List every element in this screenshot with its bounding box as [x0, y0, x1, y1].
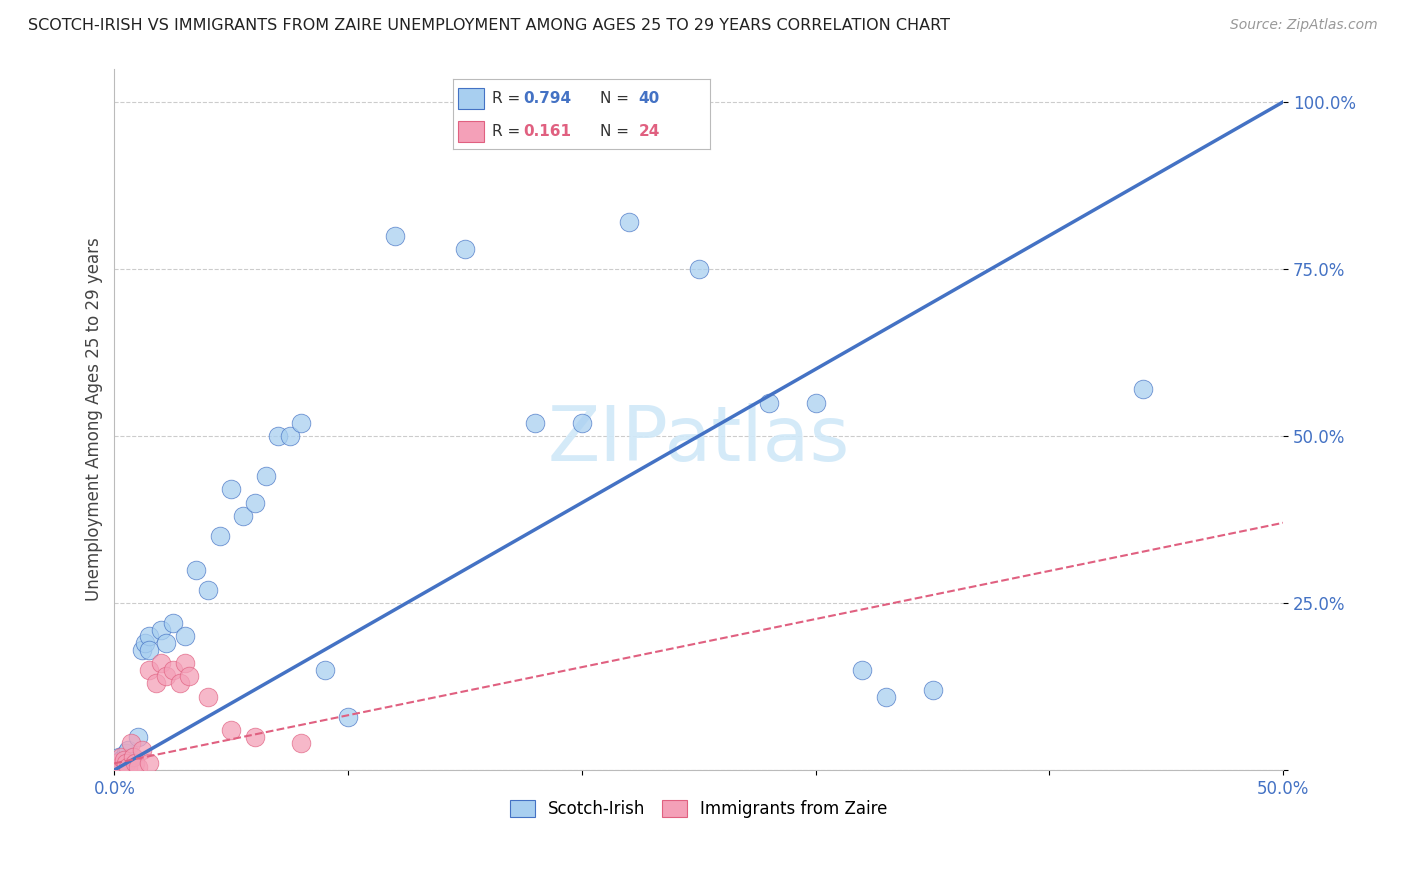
Point	[179, 669, 201, 683]
Point	[108, 759, 131, 773]
Point	[186, 563, 208, 577]
Point	[117, 743, 139, 757]
Point	[804, 395, 827, 409]
Point	[571, 416, 593, 430]
Point	[131, 743, 153, 757]
Point	[117, 759, 139, 773]
Point	[219, 483, 242, 497]
Y-axis label: Unemployment Among Ages 25 to 29 years: Unemployment Among Ages 25 to 29 years	[86, 237, 103, 601]
Point	[127, 759, 149, 773]
Point	[314, 663, 336, 677]
Point	[110, 753, 132, 767]
Point	[115, 756, 138, 771]
Point	[454, 242, 477, 256]
Point	[150, 656, 173, 670]
Point	[254, 469, 277, 483]
Text: Source: ZipAtlas.com: Source: ZipAtlas.com	[1230, 18, 1378, 32]
Text: SCOTCH-IRISH VS IMMIGRANTS FROM ZAIRE UNEMPLOYMENT AMONG AGES 25 TO 29 YEARS COR: SCOTCH-IRISH VS IMMIGRANTS FROM ZAIRE UN…	[28, 18, 950, 33]
Point	[1132, 382, 1154, 396]
Point	[173, 629, 195, 643]
Point	[155, 669, 177, 683]
Text: ZIPatlas: ZIPatlas	[547, 403, 851, 477]
Point	[134, 636, 156, 650]
Point	[112, 753, 135, 767]
Point	[875, 690, 897, 704]
Point	[758, 395, 780, 409]
Point	[124, 756, 146, 771]
Legend: Scotch-Irish, Immigrants from Zaire: Scotch-Irish, Immigrants from Zaire	[503, 793, 894, 825]
Point	[851, 663, 873, 677]
Point	[150, 623, 173, 637]
Point	[120, 736, 142, 750]
Point	[138, 756, 160, 771]
Point	[243, 730, 266, 744]
Point	[122, 749, 145, 764]
Point	[219, 723, 242, 737]
Point	[197, 690, 219, 704]
Point	[169, 676, 191, 690]
Point	[232, 509, 254, 524]
Point	[267, 429, 290, 443]
Point	[617, 215, 640, 229]
Point	[108, 749, 131, 764]
Point	[384, 228, 406, 243]
Point	[105, 756, 128, 771]
Point	[278, 429, 301, 443]
Point	[208, 529, 231, 543]
Point	[155, 636, 177, 650]
Point	[138, 642, 160, 657]
Point	[921, 682, 943, 697]
Point	[243, 496, 266, 510]
Point	[173, 656, 195, 670]
Point	[524, 416, 547, 430]
Point	[162, 663, 184, 677]
Point	[290, 736, 312, 750]
Point	[131, 642, 153, 657]
Point	[197, 582, 219, 597]
Point	[105, 756, 128, 771]
Point	[145, 676, 167, 690]
Point	[122, 749, 145, 764]
Point	[138, 663, 160, 677]
Point	[127, 730, 149, 744]
Point	[112, 756, 135, 771]
Point	[688, 262, 710, 277]
Point	[115, 747, 138, 761]
Point	[162, 615, 184, 630]
Point	[290, 416, 312, 430]
Point	[337, 709, 360, 723]
Point	[138, 629, 160, 643]
Point	[110, 749, 132, 764]
